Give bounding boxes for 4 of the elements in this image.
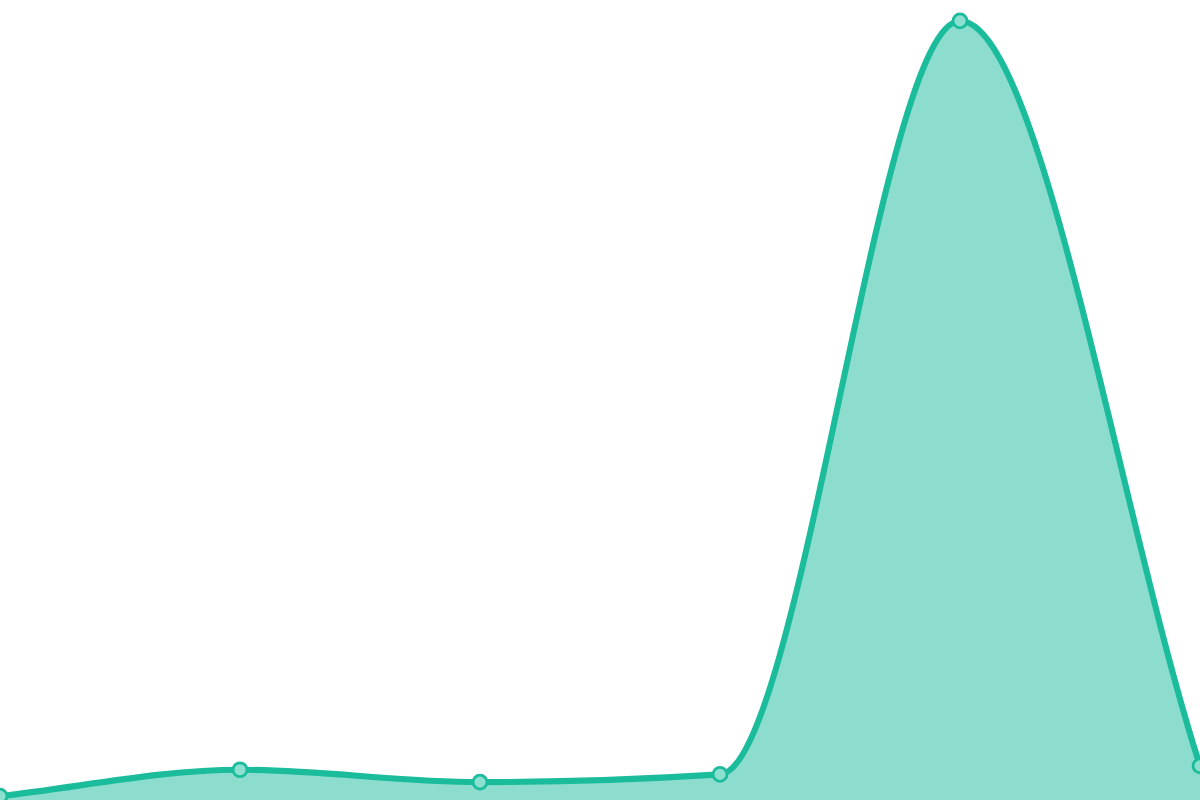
point — [471, 773, 489, 791]
point — [951, 12, 969, 30]
point — [711, 766, 729, 783]
point — [231, 761, 249, 779]
